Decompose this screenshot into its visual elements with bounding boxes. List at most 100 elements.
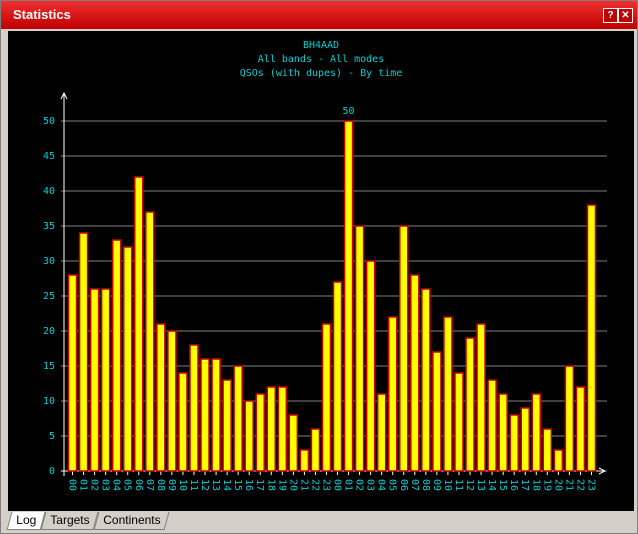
bar [122, 246, 133, 472]
tab-label[interactable]: Targets [50, 513, 90, 527]
x-tick-label: 06 [133, 479, 144, 491]
y-tick-label: 40 [43, 186, 55, 197]
x-tick-label: 03 [365, 479, 376, 491]
y-tick-label: 35 [43, 221, 55, 232]
x-tick-label: 21 [563, 479, 574, 491]
x-tick-label: 12 [464, 479, 475, 491]
tab[interactable]: Continents [93, 512, 171, 530]
x-tick-label: 07 [409, 479, 420, 491]
bar [586, 204, 597, 472]
bar [310, 428, 321, 472]
y-axis-arrow [60, 91, 68, 100]
bar [509, 414, 519, 472]
bar [167, 330, 177, 472]
x-tick-label: 23 [585, 479, 596, 491]
x-tick-label: 16 [508, 479, 519, 491]
x-tick-label: 02 [89, 479, 100, 491]
bar [365, 260, 376, 472]
bar [233, 365, 243, 472]
bar [520, 407, 530, 472]
y-tick-label: 30 [43, 256, 55, 267]
bar [564, 365, 575, 472]
bar [100, 288, 111, 472]
x-tick-label: 10 [177, 479, 188, 491]
bar [410, 274, 420, 472]
bar [145, 211, 155, 472]
bar [321, 323, 332, 472]
tab-bar: Log Targets Continents [6, 512, 171, 530]
bar [387, 316, 398, 472]
x-tick-label: 05 [122, 479, 133, 491]
x-tick-label: 10 [442, 479, 453, 491]
x-tick-label: 17 [519, 479, 530, 491]
bar [432, 351, 442, 472]
tab[interactable]: Targets [40, 512, 99, 530]
bar [376, 393, 387, 472]
x-tick-label: 02 [354, 479, 365, 491]
y-tick-label: 50 [43, 116, 55, 127]
x-tick-label: 18 [530, 479, 541, 491]
x-tick-label: 13 [475, 479, 486, 491]
x-tick-label: 15 [232, 479, 243, 491]
bar [89, 288, 100, 472]
y-tick-label: 15 [43, 361, 55, 372]
bar [266, 386, 277, 472]
x-tick-label: 13 [210, 479, 221, 491]
x-axis-arrow [598, 467, 607, 475]
x-tick-label: 03 [100, 479, 111, 491]
bar [111, 239, 122, 472]
x-tick-label: 04 [111, 479, 122, 491]
x-tick-label: 21 [298, 479, 309, 491]
bar [211, 358, 221, 472]
bar [255, 393, 265, 472]
bar [244, 400, 254, 472]
bar [476, 323, 486, 472]
x-tick-label: 15 [497, 479, 508, 491]
window-title: Statistics [13, 7, 71, 22]
x-tick-label: 17 [254, 479, 265, 491]
bar [222, 379, 232, 472]
x-tick-label: 06 [398, 479, 409, 491]
x-tick-label: 20 [552, 479, 563, 491]
x-tick-label: 18 [265, 479, 276, 491]
x-tick-label: 07 [144, 479, 155, 491]
bar [178, 372, 188, 472]
help-button[interactable]: ? [603, 8, 618, 23]
tab-label[interactable]: Log [16, 513, 37, 527]
bar [553, 449, 564, 472]
bar [354, 225, 365, 472]
bar [575, 386, 586, 472]
bar [156, 323, 166, 472]
x-tick-label: 16 [243, 479, 254, 491]
y-tick-label: 25 [43, 291, 55, 302]
x-tick-label: 19 [276, 479, 287, 491]
bar [531, 393, 542, 472]
bar [288, 414, 299, 472]
bar [299, 449, 310, 472]
x-tick-label: 08 [155, 479, 166, 491]
x-tick-label: 23 [320, 479, 331, 491]
bar [399, 225, 409, 472]
x-tick-label: 11 [453, 479, 464, 491]
bar [332, 281, 343, 472]
x-tick-label: 00 [67, 479, 78, 491]
x-tick-label: 20 [287, 479, 298, 491]
x-tick-label: 11 [188, 479, 199, 491]
y-tick-label: 0 [49, 466, 55, 477]
chart-subtitle: All bands - All modes [258, 54, 384, 65]
bar [78, 232, 89, 472]
bar [454, 372, 464, 472]
bar [487, 379, 497, 472]
bar [443, 316, 453, 472]
x-tick-label: 22 [574, 479, 585, 491]
x-tick-label: 04 [376, 479, 387, 491]
x-tick-label: 00 [332, 479, 343, 491]
tab-label[interactable]: Continents [103, 513, 162, 527]
tab[interactable]: Log [6, 512, 46, 530]
bar [465, 337, 475, 472]
y-tick-label: 20 [43, 326, 55, 337]
close-button[interactable]: ✕ [618, 8, 633, 23]
bar [542, 428, 553, 472]
chart-title: BH4AAD [303, 40, 339, 51]
